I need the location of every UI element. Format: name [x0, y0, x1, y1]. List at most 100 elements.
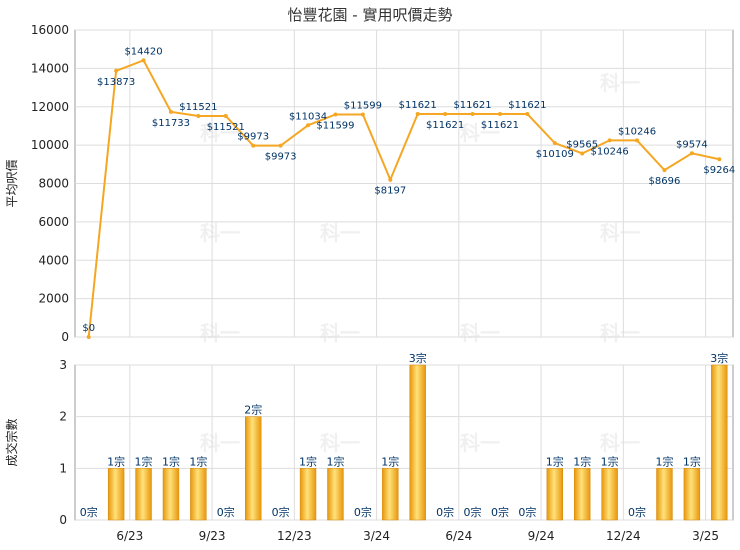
price-data-label: $8696	[649, 176, 681, 187]
price-data-label: $9973	[237, 132, 269, 143]
price-point	[497, 112, 502, 117]
watermark-text: 科一	[320, 431, 360, 455]
transaction-bar	[327, 468, 344, 521]
transaction-data-label: 1宗	[107, 454, 125, 468]
price-point	[607, 138, 612, 143]
price-point	[278, 143, 283, 148]
transaction-data-label: 1宗	[162, 454, 180, 468]
line-y-tick-label: 12000	[31, 100, 69, 114]
transaction-bar	[190, 468, 207, 521]
price-point	[196, 113, 201, 118]
line-y-tick-label: 16000	[31, 23, 69, 37]
transaction-data-label: 0宗	[436, 505, 454, 519]
price-data-label: $11621	[481, 120, 519, 131]
price-data-label: $10246	[591, 146, 629, 157]
line-y-tick-label: 0	[61, 330, 69, 344]
watermark-text: 科一	[460, 121, 500, 145]
line-y-axis-label: 平均呎價	[5, 159, 19, 207]
price-data-label: $11034	[289, 111, 327, 122]
watermark-text: 科一	[320, 221, 360, 245]
transaction-bar	[574, 468, 591, 521]
watermark-text: 科一	[320, 321, 360, 345]
x-tick-label: 3/24	[363, 529, 390, 543]
transaction-data-label: 0宗	[272, 505, 290, 519]
watermark-text: 科一	[600, 431, 640, 455]
watermark-text: 科一	[200, 321, 240, 345]
transaction-data-label: 3宗	[710, 351, 728, 365]
transaction-data-label: 1宗	[655, 454, 673, 468]
watermark-text: 科一	[600, 321, 640, 345]
price-data-label: $11621	[399, 100, 437, 111]
price-point	[443, 112, 448, 117]
price-point	[306, 123, 311, 128]
price-data-label: $9973	[265, 152, 297, 163]
transaction-bar	[107, 468, 125, 521]
price-data-label: $11521	[207, 122, 245, 133]
line-y-tick-label: 6000	[38, 215, 69, 229]
line-y-tick-label: 10000	[31, 138, 69, 152]
transaction-data-label: 1宗	[189, 454, 207, 468]
transaction-data-label: 1宗	[573, 454, 591, 468]
price-data-label: $11621	[508, 100, 546, 111]
price-data-label: $9574	[676, 139, 708, 150]
x-tick-label: 3/25	[692, 529, 719, 543]
transaction-bar	[601, 468, 618, 521]
transaction-data-label: 1宗	[683, 454, 701, 468]
price-point	[86, 335, 91, 339]
bar-y-tick-label: 3	[59, 358, 67, 372]
price-point	[415, 112, 420, 117]
transaction-data-label: 0宗	[628, 505, 646, 519]
watermark-text: 科一	[460, 321, 500, 345]
price-data-label: $13873	[97, 77, 135, 88]
price-data-label: $14420	[124, 46, 162, 57]
x-tick-label: 9/24	[528, 529, 555, 543]
bar-y-tick-label: 2	[59, 410, 67, 424]
transaction-bar	[382, 468, 399, 521]
x-tick-label: 6/24	[445, 529, 472, 543]
watermark-text: 科一	[460, 431, 500, 455]
transaction-bar	[135, 468, 152, 521]
x-tick-label: 12/23	[277, 529, 312, 543]
price-point	[689, 151, 694, 156]
price-data-label: $9565	[566, 139, 598, 150]
price-data-label: $10109	[536, 149, 574, 160]
transaction-data-label: 1宗	[601, 454, 619, 468]
transaction-bar	[245, 416, 262, 521]
price-point	[717, 157, 722, 162]
transaction-bar	[546, 468, 563, 521]
transaction-bar	[656, 468, 673, 521]
transaction-bar	[299, 468, 317, 521]
watermark-text: 科一	[200, 221, 240, 245]
x-tick-label: 9/23	[199, 529, 226, 543]
price-series-line	[87, 59, 720, 338]
line-y-tick-label: 2000	[38, 292, 69, 306]
transaction-data-label: 1宗	[299, 454, 317, 468]
transaction-data-label: 1宗	[381, 454, 399, 468]
transaction-data-label: 0宗	[464, 505, 482, 519]
bar-y-tick-label: 1	[59, 461, 67, 475]
transaction-data-label: 0宗	[518, 505, 536, 519]
price-point	[223, 113, 228, 118]
line-y-tick-label: 4000	[38, 253, 69, 267]
transaction-data-label: 0宗	[217, 505, 235, 519]
price-point	[141, 58, 146, 63]
transactions-bar-panel: 科一 科一 科一 科一 0 1 2 3 6/23 9/23 12/23 3/24 6/24 9/24 12/…	[4, 351, 734, 543]
transaction-data-label: 1宗	[546, 454, 564, 468]
price-point	[168, 109, 173, 114]
bar-y-tick-label: 0	[59, 513, 67, 527]
price-point	[580, 151, 585, 156]
transaction-data-label: 1宗	[326, 454, 344, 468]
price-point	[388, 177, 393, 182]
price-data-label: $11599	[316, 120, 354, 131]
transaction-data-label: 1宗	[135, 454, 153, 468]
transaction-data-label: 0宗	[354, 505, 372, 519]
line-y-tick-label: 8000	[38, 177, 69, 191]
price-data-label: $0	[82, 323, 95, 334]
price-point	[525, 112, 530, 117]
transaction-data-label: 2宗	[244, 403, 262, 417]
price-data-label: $11733	[152, 118, 190, 129]
price-point	[251, 143, 256, 148]
transaction-data-label: 3宗	[409, 351, 427, 365]
